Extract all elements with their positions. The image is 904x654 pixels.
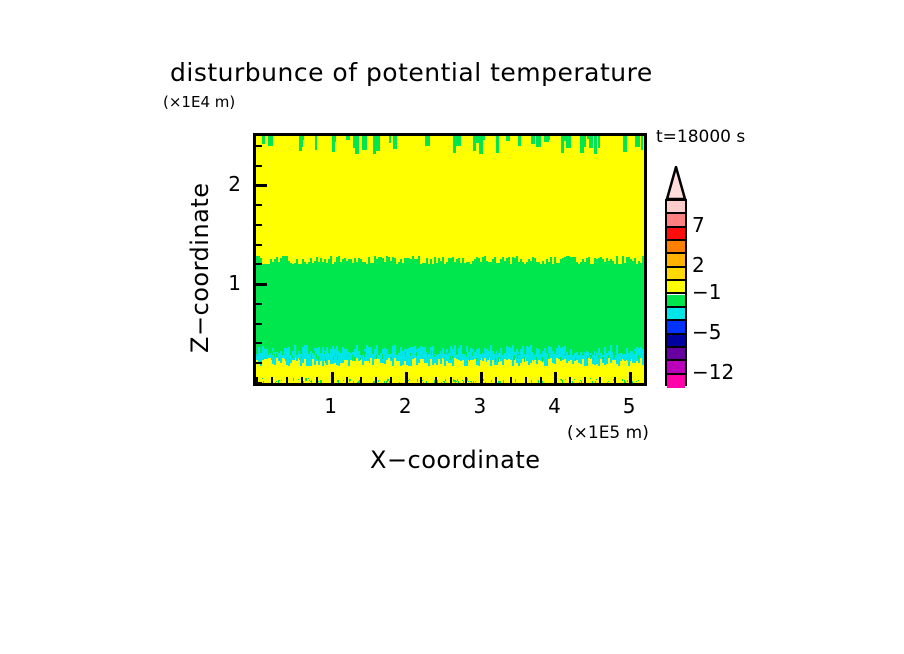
x-minor-tick	[345, 377, 348, 383]
x-minor-tick	[569, 377, 572, 383]
y-minor-tick	[256, 302, 262, 305]
x-axis-unit-label: (×1E5 m)	[567, 423, 649, 443]
x-major-tick	[629, 372, 633, 383]
y-minor-tick	[256, 382, 262, 384]
y-minor-tick	[256, 342, 262, 345]
colorbar-band	[667, 361, 685, 375]
colorbar-band	[667, 241, 685, 255]
x-ticklabel: 2	[398, 394, 412, 418]
colorbar-band	[667, 347, 685, 362]
x-minor-tick	[614, 377, 617, 383]
y-minor-tick	[256, 263, 262, 266]
x-minor-tick	[509, 377, 512, 383]
x-minor-tick	[435, 377, 438, 383]
y-ticklabel: 1	[228, 271, 241, 296]
x-ticklabel: 4	[548, 394, 561, 418]
x-minor-tick	[599, 377, 602, 383]
x-minor-tick	[584, 377, 587, 383]
colorbar-band	[667, 281, 685, 295]
x-minor-tick	[450, 377, 452, 383]
colorbar-band	[667, 214, 685, 228]
y-minor-tick	[256, 243, 262, 246]
colorbar-band	[667, 267, 685, 282]
y-axis-unit-label: (×1E4 m)	[163, 93, 236, 111]
colorbar-band	[667, 254, 685, 268]
cyan-band	[256, 350, 644, 363]
y-minor-tick	[256, 362, 262, 365]
plot-area	[253, 133, 647, 386]
x-minor-tick	[390, 377, 393, 383]
x-ticklabel: 5	[622, 394, 636, 418]
x-minor-tick	[360, 377, 363, 383]
y-minor-tick	[256, 164, 262, 167]
x-major-tick	[479, 372, 483, 383]
x-minor-tick	[270, 377, 273, 383]
y-major-tick	[256, 283, 267, 287]
x-minor-tick	[285, 377, 288, 383]
colorbar-band	[667, 321, 685, 335]
colorbar-arrow-tip	[665, 166, 687, 200]
x-minor-tick	[256, 377, 258, 383]
colorbar-band	[667, 227, 685, 242]
x-minor-tick	[539, 377, 542, 383]
y-minor-tick	[256, 223, 262, 226]
colorbar-ticklabel: −1	[692, 279, 722, 304]
colorbar-ticklabel: −12	[692, 359, 735, 384]
colorbar-band	[667, 294, 685, 308]
x-minor-tick	[420, 377, 423, 383]
x-major-tick	[330, 372, 334, 383]
colorbar-band	[667, 307, 685, 322]
y-minor-tick	[256, 204, 262, 207]
x-ticklabel: 1	[324, 394, 337, 418]
x-axis-title: X−coordinate	[370, 446, 541, 474]
y-major-tick	[256, 184, 267, 188]
y-ticklabel: 2	[228, 172, 241, 197]
x-minor-tick	[494, 377, 497, 383]
page-title: disturbunce of potential temperature	[170, 58, 653, 87]
colorbar-ticklabel: 7	[692, 212, 705, 237]
colorbar-band	[667, 374, 685, 388]
time-annotation: t=18000 s	[656, 127, 746, 147]
colorbar-band	[667, 334, 685, 348]
colorbar	[665, 199, 687, 388]
upper-yellow-region	[256, 136, 644, 260]
x-major-tick	[405, 372, 409, 383]
x-major-tick	[554, 372, 558, 383]
y-minor-tick	[256, 144, 262, 147]
x-minor-tick	[315, 377, 318, 383]
x-minor-tick	[524, 377, 527, 383]
y-axis-title: Z−coordinate	[186, 182, 214, 353]
x-ticklabel: 3	[473, 394, 487, 418]
y-minor-tick	[256, 322, 262, 325]
colorbar-band	[667, 201, 685, 215]
x-minor-tick	[300, 377, 303, 383]
x-minor-tick	[464, 377, 467, 383]
colorbar-ticklabel: 2	[692, 252, 705, 277]
x-minor-tick	[375, 377, 378, 383]
colorbar-ticklabel: −5	[692, 319, 722, 344]
mid-green-region	[256, 259, 644, 351]
lower-yellow-region	[256, 362, 644, 383]
